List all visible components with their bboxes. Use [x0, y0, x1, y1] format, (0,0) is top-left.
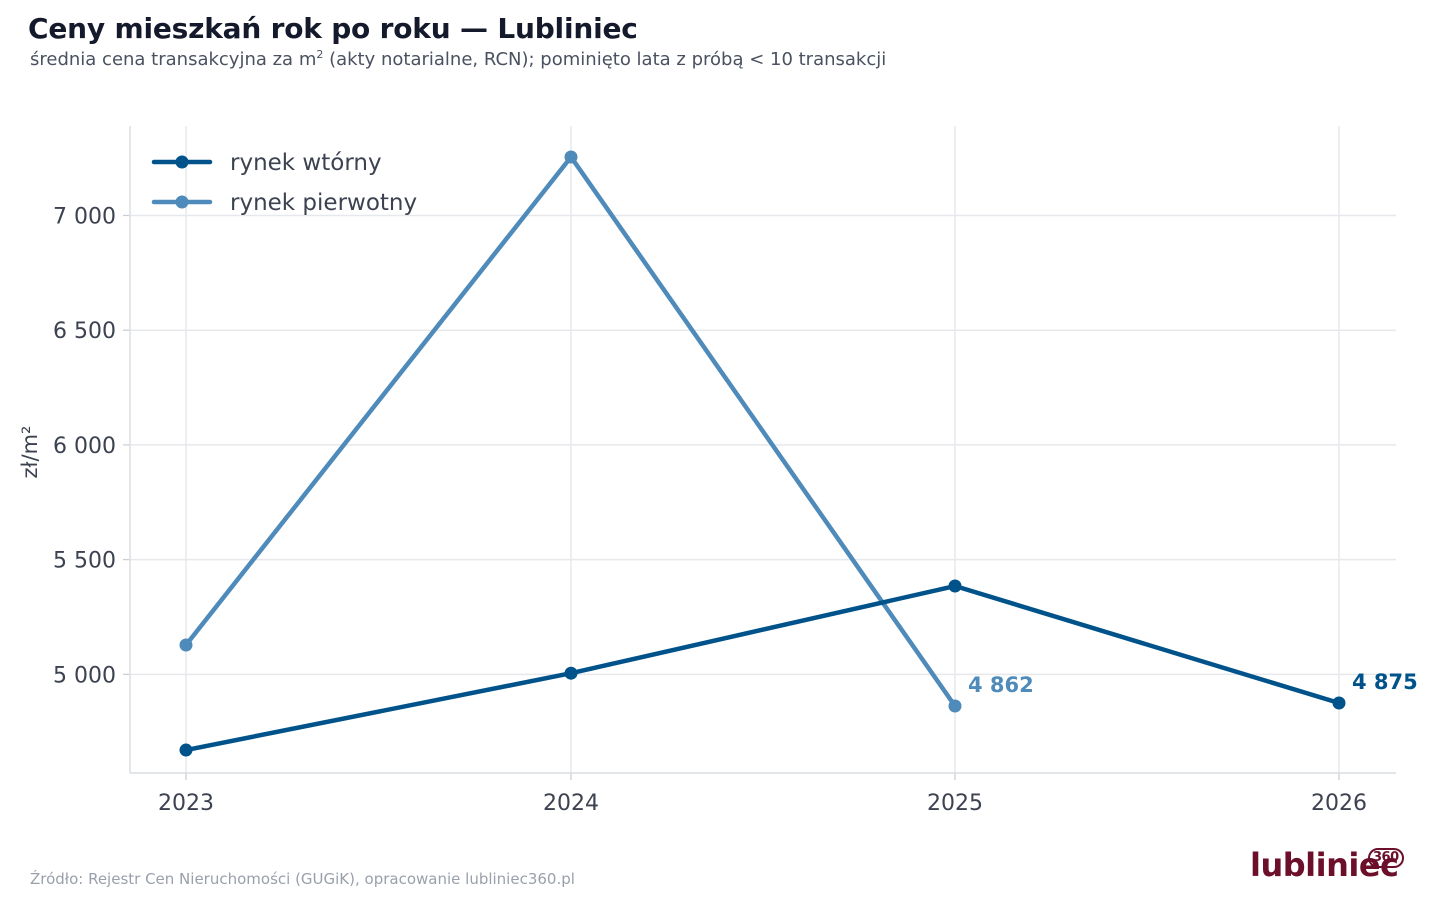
y-tick-label: 6 500 [53, 319, 116, 344]
end-value-label: 4 875 [1352, 670, 1418, 694]
data-point [1332, 696, 1346, 710]
end-value-label: 4 862 [968, 673, 1034, 697]
data-point [948, 579, 962, 593]
brand-logo: lubliniec 360 [1250, 846, 1404, 884]
y-axis-label: zł/m² [18, 426, 42, 479]
y-tick-label: 5 000 [53, 663, 116, 688]
chart-title: Ceny mieszkań rok po roku — Lubliniec [28, 12, 638, 45]
data-point [564, 150, 578, 164]
chart-subtitle: średnia cena transakcyjna za m2 (akty no… [30, 48, 886, 70]
legend-label: rynek wtórny [230, 150, 382, 176]
legend-label: rynek pierwotny [230, 190, 417, 216]
y-tick-label: 7 000 [53, 204, 116, 229]
data-point [179, 743, 193, 757]
legend-marker [175, 195, 189, 209]
logo-badge: 360 [1368, 848, 1404, 868]
subtitle-text: średnia cena transakcyjna za m [30, 49, 317, 70]
data-point [564, 666, 578, 680]
data-point [948, 699, 962, 713]
subtitle-superscript: 2 [316, 48, 324, 61]
series-line [183, 583, 1342, 753]
x-tick-label: 2024 [543, 791, 599, 816]
y-tick-label: 6 000 [53, 434, 116, 459]
data-point [179, 638, 193, 652]
source-note: Źródło: Rejestr Cen Nieruchomości (GUGiK… [30, 870, 575, 888]
subtitle-text-rest: (akty notarialne, RCN); pominięto lata z… [323, 49, 887, 70]
legend-marker [175, 155, 189, 169]
y-tick-label: 5 500 [53, 549, 116, 574]
x-tick-label: 2026 [1311, 791, 1367, 816]
x-tick-label: 2025 [927, 791, 983, 816]
x-tick-label: 2023 [158, 791, 214, 816]
